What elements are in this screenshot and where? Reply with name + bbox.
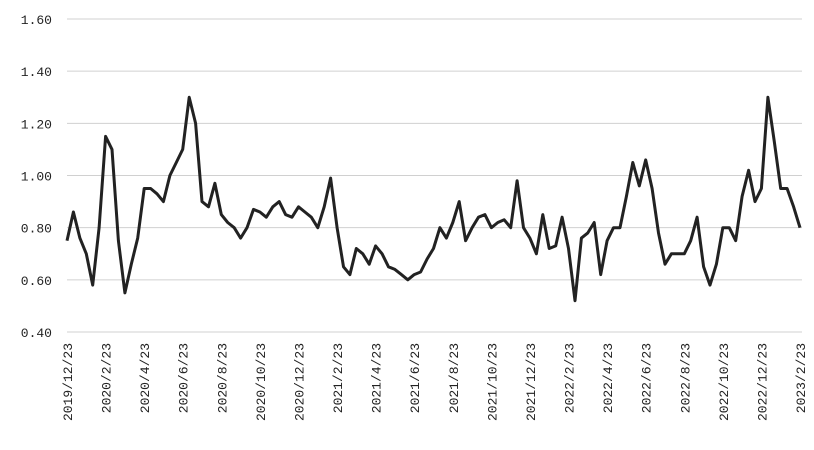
x-tick-label: 2022/10/23	[717, 343, 732, 421]
x-tick-label: 2021/8/23	[447, 343, 462, 413]
x-tick-label: 2022/8/23	[678, 343, 693, 413]
y-tick-label: 0.40	[21, 326, 52, 341]
y-tick-label: 1.20	[21, 117, 52, 132]
x-tick-label: 2023/2/23	[794, 343, 809, 413]
x-tick-label: 2020/6/23	[177, 343, 192, 413]
data-line	[65, 95, 802, 303]
x-tick-label: 2020/4/23	[138, 343, 153, 413]
y-tick-label: 0.60	[21, 274, 52, 289]
y-tick-label: 1.00	[21, 170, 52, 185]
y-tick-label: 1.60	[21, 13, 52, 28]
x-tick-label: 2022/4/23	[601, 343, 616, 413]
x-tick-label: 2021/6/23	[408, 343, 423, 413]
x-tick-label: 2020/2/23	[100, 343, 115, 413]
y-tick-label: 1.40	[21, 65, 52, 80]
x-tick-label: 2020/12/23	[292, 343, 307, 421]
x-tick-label: 2021/12/23	[524, 343, 539, 421]
x-tick-label: 2022/6/23	[640, 343, 655, 413]
x-tick-label: 2020/8/23	[215, 343, 230, 413]
y-tick-label: 0.80	[21, 222, 52, 237]
x-tick-label: 2022/2/23	[563, 343, 578, 413]
x-tick-label: 2021/4/23	[370, 343, 385, 413]
x-tick-label: 2022/12/23	[755, 343, 770, 421]
x-tick-label: 2020/10/23	[254, 343, 269, 421]
x-tick-label: 2019/12/23	[61, 343, 76, 421]
x-tick-label: 2021/10/23	[485, 343, 500, 421]
x-tick-label: 2021/2/23	[331, 343, 346, 413]
